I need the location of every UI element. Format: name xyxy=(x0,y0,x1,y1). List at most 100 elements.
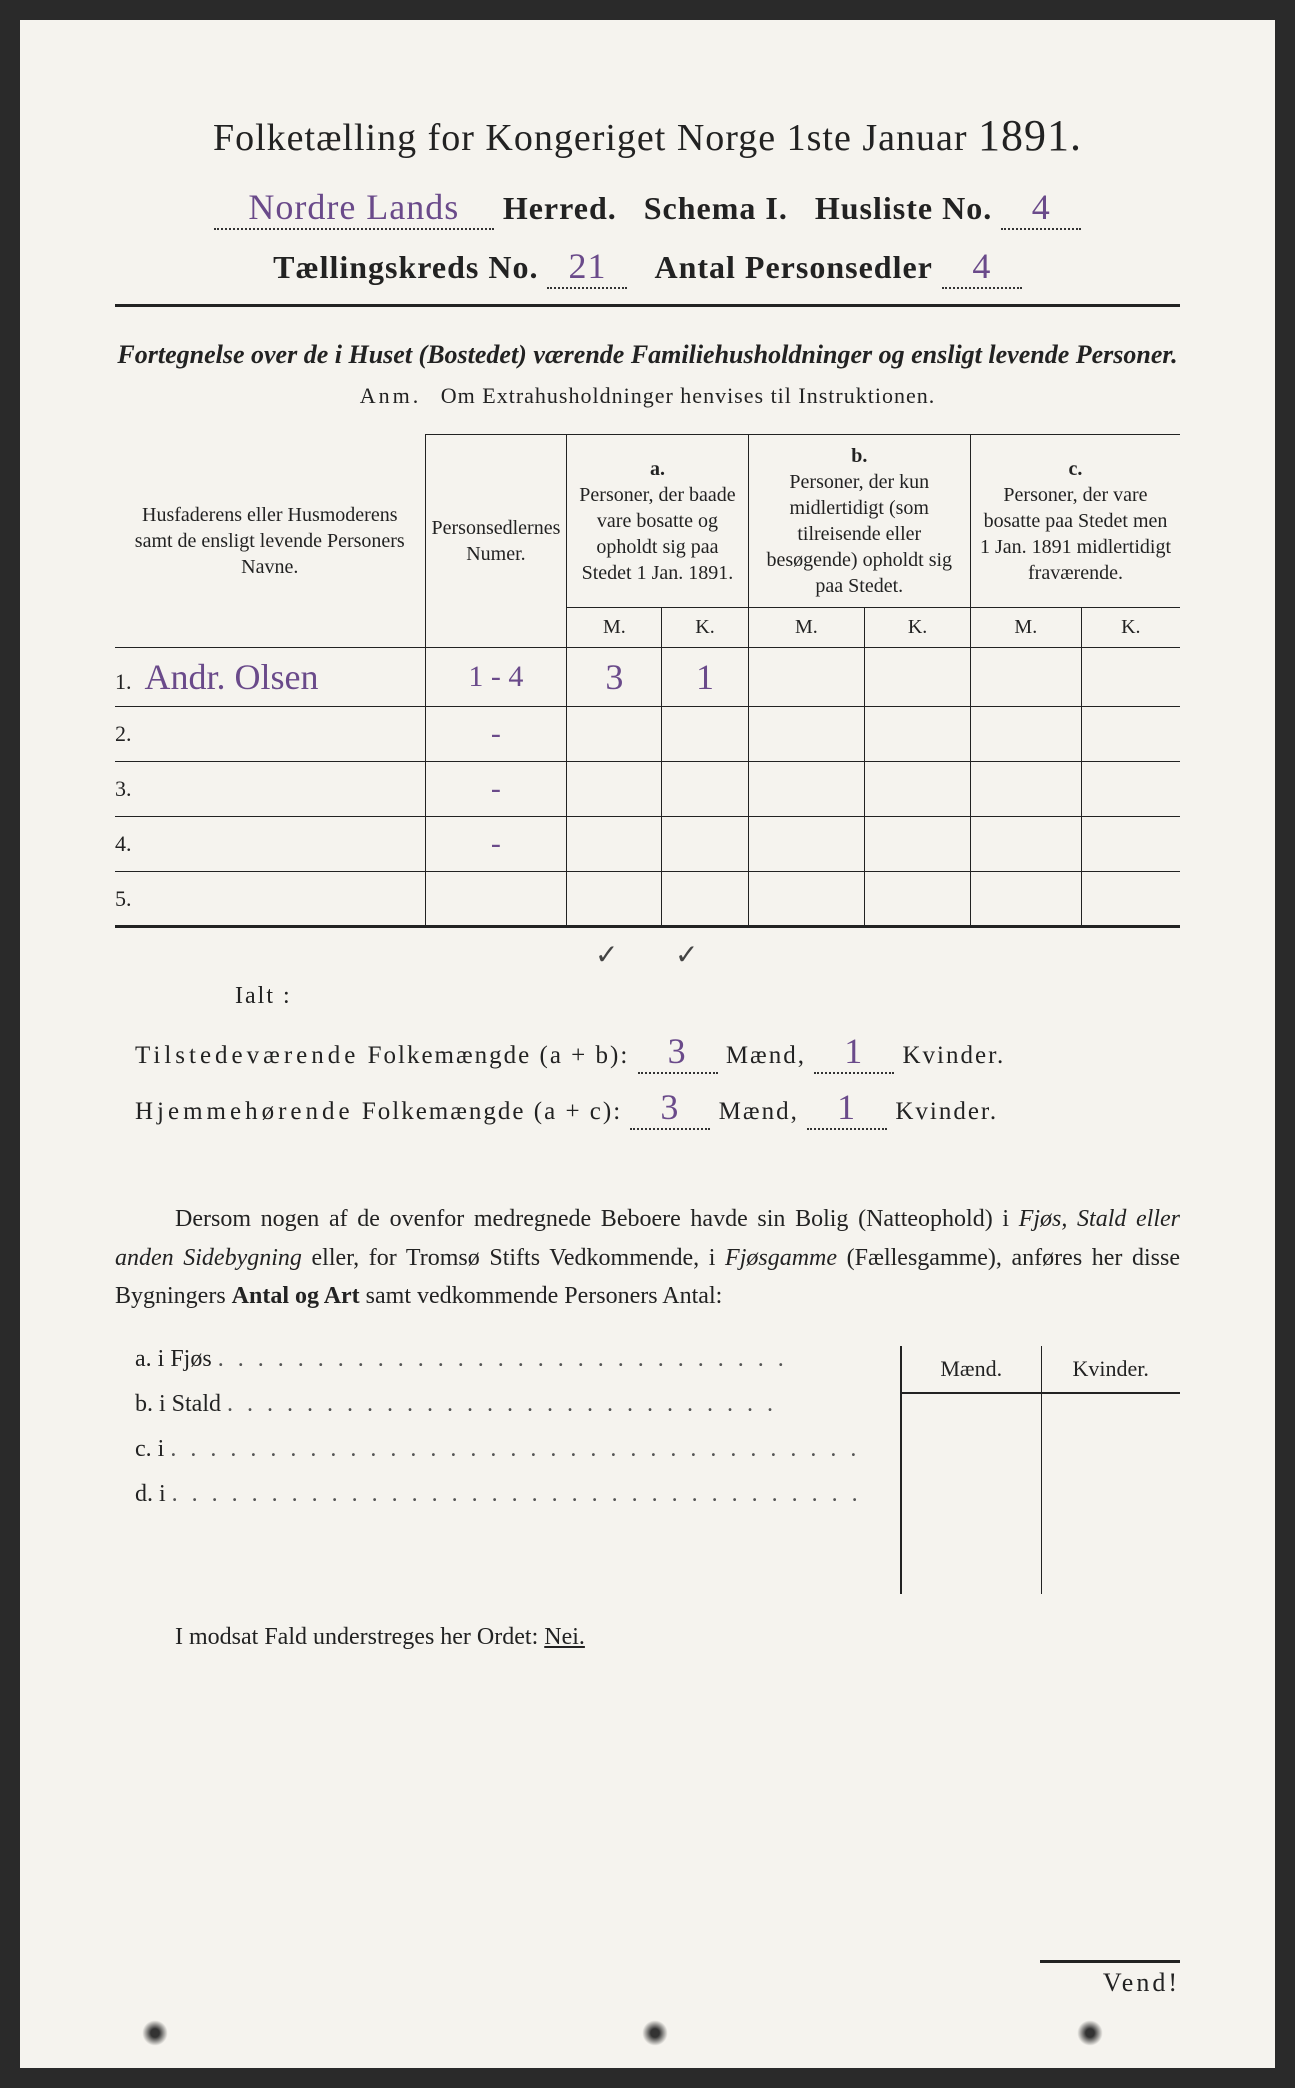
table-row: 2. - xyxy=(115,707,1180,762)
anm-line: Anm. Om Extrahusholdninger henvises til … xyxy=(115,383,1180,409)
row-name: 5. xyxy=(115,872,425,927)
col-c-header: c. Personer, der vare bosatte paa Stedet… xyxy=(970,435,1180,608)
check-row: ✓ ✓ xyxy=(115,938,1180,968)
row-cm xyxy=(970,707,1081,762)
footer-nei: Nei. xyxy=(544,1624,585,1650)
building-d-label: d. i xyxy=(135,1481,166,1507)
row-ck xyxy=(1081,872,1180,927)
row-bk xyxy=(865,872,971,927)
row-am xyxy=(567,707,662,762)
table-head: Husfaderens eller Husmoderens samt de en… xyxy=(115,435,1180,648)
footer-text: I modsat Fald understreges her Ordet: xyxy=(175,1624,544,1650)
row-num: - xyxy=(425,762,567,817)
row-num: - xyxy=(425,817,567,872)
row-ak xyxy=(662,872,748,927)
building-a-label: a. i Fjøs xyxy=(135,1346,212,1372)
row-bm xyxy=(748,762,865,817)
binding-hole xyxy=(140,2018,170,2048)
kreds-label: Tællingskreds No. xyxy=(273,249,538,285)
form-subtitle: Fortegnelse over de i Huset (Bostedet) v… xyxy=(115,337,1180,373)
p1: Dersom nogen af de ovenfor medregnede Be… xyxy=(175,1206,1019,1232)
title-year: 1891. xyxy=(978,111,1082,160)
row-bk xyxy=(865,707,971,762)
resident-mid: Folkemængde (a + c): xyxy=(362,1098,622,1125)
c-m: M. xyxy=(970,608,1081,648)
row-cm xyxy=(970,817,1081,872)
table-row: 3. - xyxy=(115,762,1180,817)
header-rule xyxy=(115,304,1180,307)
row-am xyxy=(567,817,662,872)
row-ck xyxy=(1081,762,1180,817)
c-k: K. xyxy=(1081,608,1180,648)
mk-k: Kvinder. xyxy=(1042,1346,1181,1392)
building-c: c. i . . . . . . . . . . . . . . . . . .… xyxy=(115,1436,880,1463)
binding-hole xyxy=(640,2018,670,2048)
husliste-label: Husliste No. xyxy=(815,190,992,226)
buildings-list: a. i Fjøs . . . . . . . . . . . . . . . … xyxy=(115,1346,900,1594)
title-text: Folketælling for Kongeriget Norge 1ste J… xyxy=(213,117,968,159)
row-cm xyxy=(970,872,1081,927)
form-header: Folketælling for Kongeriget Norge 1ste J… xyxy=(115,110,1180,289)
husliste-value: 4 xyxy=(1001,186,1081,230)
dots-d: . . . . . . . . . . . . . . . . . . . . … xyxy=(172,1481,862,1507)
summary-present: Tilstedeværende Folkemængde (a + b): 3 M… xyxy=(115,1030,1180,1074)
kvinder-label-1: Kvinder. xyxy=(902,1042,1005,1069)
anm-text: Om Extrahusholdninger henvises til Instr… xyxy=(441,383,935,408)
resident-m: 3 xyxy=(630,1086,710,1130)
resident-label: Hjemmehørende xyxy=(135,1098,354,1125)
ialt-label: Ialt : xyxy=(235,983,1180,1010)
b-k: K. xyxy=(865,608,971,648)
col-a-header: a. Personer, der baade vare bosatte og o… xyxy=(567,435,748,608)
a-m: M. xyxy=(567,608,662,648)
row-bm xyxy=(748,872,865,927)
instructions-paragraph: Dersom nogen af de ovenfor medregnede Be… xyxy=(115,1200,1180,1315)
row-am xyxy=(567,762,662,817)
kreds-value: 21 xyxy=(547,245,627,289)
footer-line: I modsat Fald understreges her Ordet: Ne… xyxy=(115,1624,1180,1651)
a-k: K. xyxy=(662,608,748,648)
row-ak xyxy=(662,762,748,817)
row-ak: 1 xyxy=(662,648,748,707)
row-ck xyxy=(1081,817,1180,872)
col-a-label: a. xyxy=(573,456,741,482)
row-name: 3. xyxy=(115,762,425,817)
col-c-label: c. xyxy=(977,456,1174,482)
col-a-text: Personer, der baade vare bosatte og opho… xyxy=(573,482,741,586)
row-name: 2. xyxy=(115,707,425,762)
mk-header: Mænd. Kvinder. xyxy=(902,1346,1180,1394)
dots-a: . . . . . . . . . . . . . . . . . . . . … xyxy=(218,1346,788,1372)
resident-k: 1 xyxy=(807,1086,887,1130)
dots-c: . . . . . . . . . . . . . . . . . . . . … xyxy=(170,1436,860,1462)
col-num-header: Personsedlernes Numer. xyxy=(425,435,567,648)
present-mid: Folkemængde (a + b): xyxy=(368,1042,630,1069)
row-ak xyxy=(662,817,748,872)
present-label: Tilstedeværende xyxy=(135,1042,359,1069)
table-row: 5. xyxy=(115,872,1180,927)
binding-hole xyxy=(1075,2018,1105,2048)
anm-label: Anm. xyxy=(360,383,422,408)
b-m: M. xyxy=(748,608,865,648)
mk-body-m xyxy=(902,1394,1042,1594)
col-b-header: b. Personer, der kun midlertidigt (som t… xyxy=(748,435,970,608)
row-cm xyxy=(970,648,1081,707)
row-am: 3 xyxy=(567,648,662,707)
kreds-line: Tællingskreds No. 21 Antal Personsedler … xyxy=(115,245,1180,289)
building-c-label: c. i xyxy=(135,1436,164,1462)
row-num xyxy=(425,872,567,927)
row-bm xyxy=(748,707,865,762)
schema-label: Schema I. xyxy=(644,190,788,226)
present-k: 1 xyxy=(814,1030,894,1074)
row-ck xyxy=(1081,707,1180,762)
col-b-text: Personer, der kun midlertidigt (som tilr… xyxy=(755,469,964,599)
col-name-header: Husfaderens eller Husmoderens samt de en… xyxy=(115,435,425,648)
dots-b: . . . . . . . . . . . . . . . . . . . . … xyxy=(227,1391,777,1417)
p4: Fjøsgamme xyxy=(725,1245,837,1271)
mk-body xyxy=(902,1394,1180,1594)
building-b: b. i Stald . . . . . . . . . . . . . . .… xyxy=(115,1391,880,1418)
building-b-label: b. i Stald xyxy=(135,1391,221,1417)
row-name: 4. xyxy=(115,817,425,872)
table-row: 4. - xyxy=(115,817,1180,872)
mk-body-k xyxy=(1042,1394,1181,1594)
row-am xyxy=(567,872,662,927)
personsedler-value: 4 xyxy=(942,245,1022,289)
